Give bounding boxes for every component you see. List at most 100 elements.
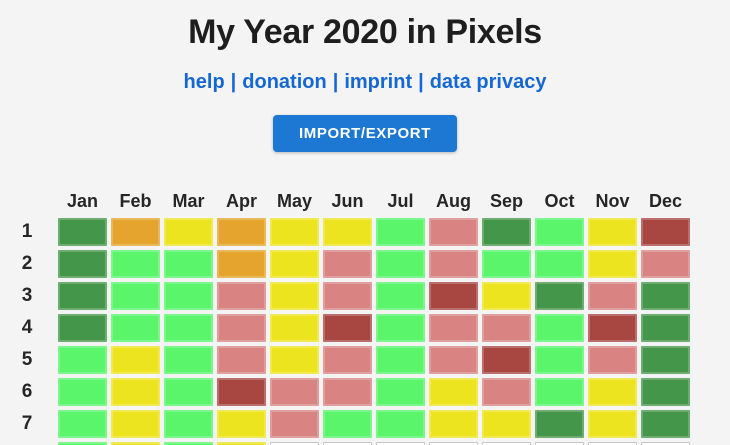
pixel-cell-jul-8[interactable]: [376, 442, 425, 445]
pixel-cell-dec-6[interactable]: [641, 378, 690, 406]
pixel-cell-jan-5[interactable]: [58, 346, 107, 374]
pixel-cell-sep-4[interactable]: [482, 314, 531, 342]
pixel-cell-aug-2[interactable]: [429, 250, 478, 278]
pixel-cell-dec-3[interactable]: [641, 282, 690, 310]
pixel-cell-jul-6[interactable]: [376, 378, 425, 406]
pixel-cell-jan-6[interactable]: [58, 378, 107, 406]
pixel-cell-sep-3[interactable]: [482, 282, 531, 310]
pixel-cell-may-6[interactable]: [270, 378, 319, 406]
pixel-cell-jun-4[interactable]: [323, 314, 372, 342]
pixel-cell-jun-3[interactable]: [323, 282, 372, 310]
pixel-cell-apr-8[interactable]: [217, 442, 266, 445]
pixel-cell-apr-2[interactable]: [217, 250, 266, 278]
pixel-cell-feb-2[interactable]: [111, 250, 160, 278]
pixel-cell-aug-1[interactable]: [429, 218, 478, 246]
pixel-cell-feb-5[interactable]: [111, 346, 160, 374]
pixel-cell-may-7[interactable]: [270, 410, 319, 438]
pixel-cell-jul-2[interactable]: [376, 250, 425, 278]
pixel-cell-oct-3[interactable]: [535, 282, 584, 310]
pixel-cell-sep-5[interactable]: [482, 346, 531, 374]
pixel-cell-oct-5[interactable]: [535, 346, 584, 374]
pixel-cell-jun-1[interactable]: [323, 218, 372, 246]
pixel-cell-aug-4[interactable]: [429, 314, 478, 342]
pixel-cell-dec-5[interactable]: [641, 346, 690, 374]
pixel-cell-mar-3[interactable]: [164, 282, 213, 310]
pixel-cell-apr-5[interactable]: [217, 346, 266, 374]
pixel-cell-aug-5[interactable]: [429, 346, 478, 374]
pixel-cell-apr-1[interactable]: [217, 218, 266, 246]
pixel-cell-sep-2[interactable]: [482, 250, 531, 278]
pixel-cell-apr-7[interactable]: [217, 410, 266, 438]
pixel-cell-mar-4[interactable]: [164, 314, 213, 342]
nav-link-imprint[interactable]: imprint: [344, 71, 413, 93]
pixel-cell-mar-1[interactable]: [164, 218, 213, 246]
pixel-cell-oct-2[interactable]: [535, 250, 584, 278]
pixel-cell-jun-8[interactable]: [323, 442, 372, 445]
pixel-cell-mar-5[interactable]: [164, 346, 213, 374]
pixel-cell-nov-3[interactable]: [588, 282, 637, 310]
pixel-cell-jul-1[interactable]: [376, 218, 425, 246]
pixel-cell-apr-6[interactable]: [217, 378, 266, 406]
pixel-cell-dec-4[interactable]: [641, 314, 690, 342]
pixel-cell-dec-8[interactable]: [641, 442, 690, 445]
pixel-cell-nov-1[interactable]: [588, 218, 637, 246]
pixel-cell-aug-8[interactable]: [429, 442, 478, 445]
pixel-cell-mar-8[interactable]: [164, 442, 213, 445]
import-export-button[interactable]: IMPORT/EXPORT: [273, 115, 457, 152]
pixel-cell-jan-1[interactable]: [58, 218, 107, 246]
pixel-cell-feb-8[interactable]: [111, 442, 160, 445]
pixel-cell-apr-3[interactable]: [217, 282, 266, 310]
pixel-cell-feb-4[interactable]: [111, 314, 160, 342]
pixel-cell-may-2[interactable]: [270, 250, 319, 278]
pixel-cell-jan-2[interactable]: [58, 250, 107, 278]
pixel-cell-feb-6[interactable]: [111, 378, 160, 406]
pixel-cell-sep-8[interactable]: [482, 442, 531, 445]
pixel-cell-nov-2[interactable]: [588, 250, 637, 278]
pixel-cell-may-3[interactable]: [270, 282, 319, 310]
nav-link-data-privacy[interactable]: data privacy: [429, 71, 547, 93]
pixel-cell-nov-8[interactable]: [588, 442, 637, 445]
pixel-cell-may-5[interactable]: [270, 346, 319, 374]
pixel-cell-jul-4[interactable]: [376, 314, 425, 342]
pixel-cell-jun-7[interactable]: [323, 410, 372, 438]
pixel-cell-apr-4[interactable]: [217, 314, 266, 342]
pixel-cell-oct-8[interactable]: [535, 442, 584, 445]
pixel-cell-sep-6[interactable]: [482, 378, 531, 406]
pixel-cell-mar-6[interactable]: [164, 378, 213, 406]
pixel-cell-nov-5[interactable]: [588, 346, 637, 374]
pixel-cell-sep-1[interactable]: [482, 218, 531, 246]
pixel-cell-oct-7[interactable]: [535, 410, 584, 438]
pixel-cell-aug-6[interactable]: [429, 378, 478, 406]
pixel-cell-feb-1[interactable]: [111, 218, 160, 246]
pixel-cell-mar-2[interactable]: [164, 250, 213, 278]
pixel-cell-oct-6[interactable]: [535, 378, 584, 406]
pixel-cell-may-8[interactable]: [270, 442, 319, 445]
pixel-cell-nov-4[interactable]: [588, 314, 637, 342]
pixel-cell-jul-5[interactable]: [376, 346, 425, 374]
pixel-cell-jul-7[interactable]: [376, 410, 425, 438]
pixel-cell-dec-1[interactable]: [641, 218, 690, 246]
pixel-cell-jan-4[interactable]: [58, 314, 107, 342]
pixel-cell-aug-7[interactable]: [429, 410, 478, 438]
pixel-cell-jun-2[interactable]: [323, 250, 372, 278]
pixel-cell-feb-7[interactable]: [111, 410, 160, 438]
pixel-cell-jul-3[interactable]: [376, 282, 425, 310]
nav-link-help[interactable]: help: [183, 71, 225, 93]
pixel-cell-may-1[interactable]: [270, 218, 319, 246]
pixel-cell-dec-7[interactable]: [641, 410, 690, 438]
pixel-cell-jun-6[interactable]: [323, 378, 372, 406]
pixel-cell-oct-1[interactable]: [535, 218, 584, 246]
pixel-cell-jan-7[interactable]: [58, 410, 107, 438]
pixel-cell-dec-2[interactable]: [641, 250, 690, 278]
pixel-cell-nov-6[interactable]: [588, 378, 637, 406]
nav-link-donation[interactable]: donation: [242, 71, 327, 93]
pixel-cell-nov-7[interactable]: [588, 410, 637, 438]
pixel-cell-jun-5[interactable]: [323, 346, 372, 374]
pixel-cell-jan-8[interactable]: [58, 442, 107, 445]
pixel-cell-may-4[interactable]: [270, 314, 319, 342]
pixel-cell-oct-4[interactable]: [535, 314, 584, 342]
pixel-cell-sep-7[interactable]: [482, 410, 531, 438]
pixel-cell-jan-3[interactable]: [58, 282, 107, 310]
pixel-cell-feb-3[interactable]: [111, 282, 160, 310]
pixel-cell-aug-3[interactable]: [429, 282, 478, 310]
